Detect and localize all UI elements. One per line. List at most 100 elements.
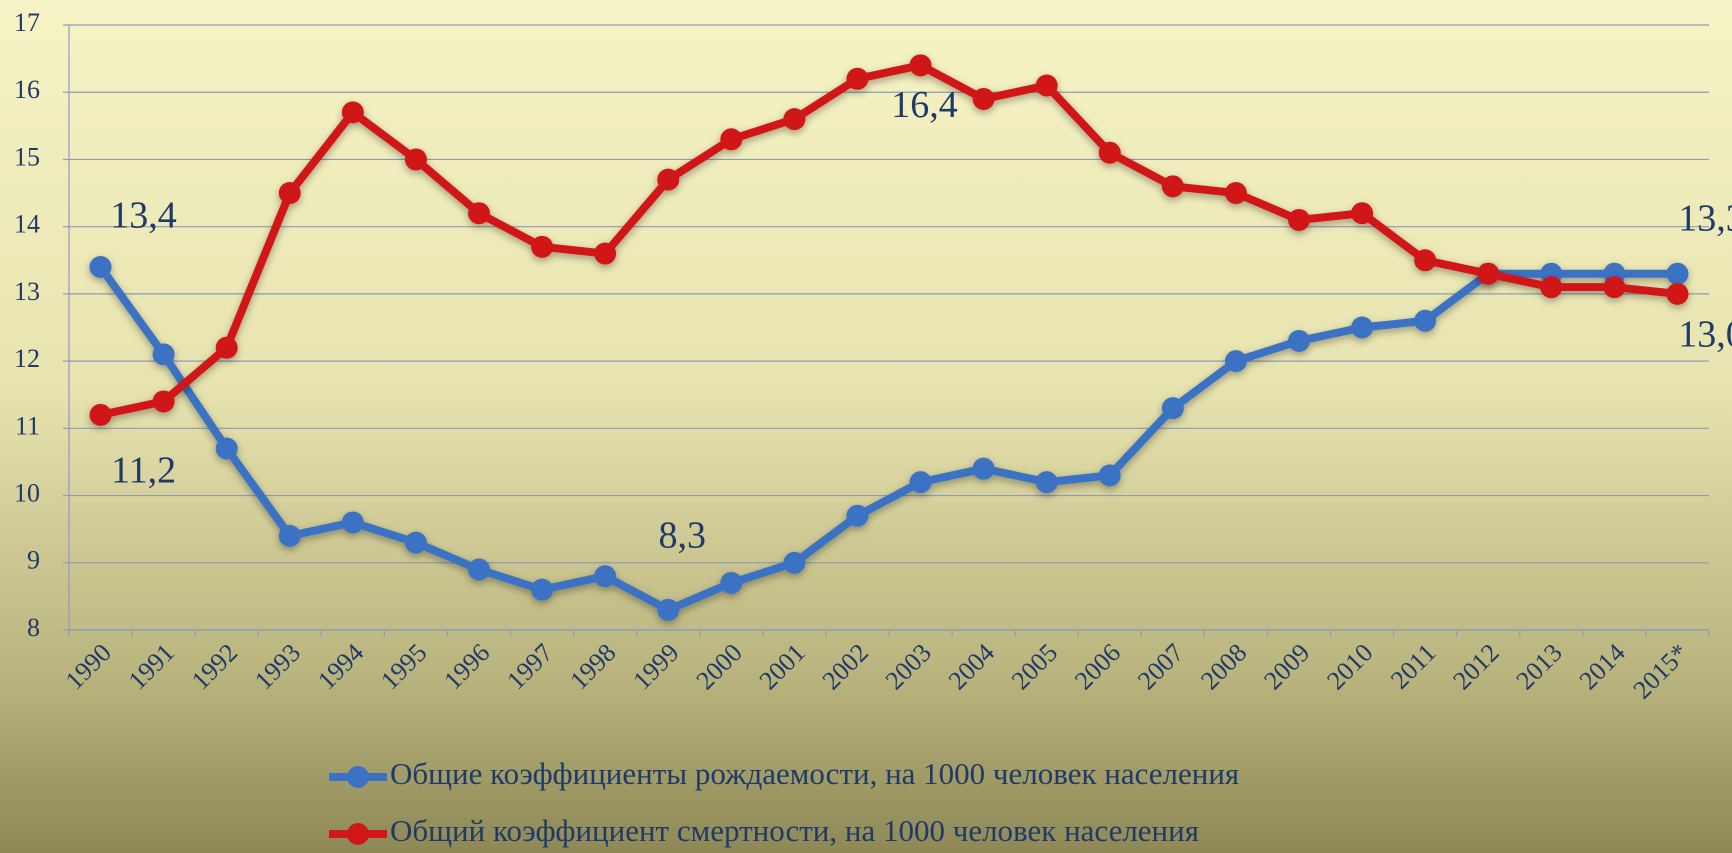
marker	[152, 343, 175, 366]
marker	[89, 403, 112, 426]
marker	[1035, 471, 1058, 494]
x-tick-label: 2013	[1510, 638, 1567, 695]
marker	[531, 235, 554, 258]
y-tick-label: 11	[15, 411, 40, 440]
legend-marker	[347, 823, 369, 845]
x-tick-label: 2002	[817, 638, 874, 695]
marker	[468, 202, 490, 225]
marker	[720, 571, 743, 594]
value-label: 13,0	[1678, 314, 1732, 356]
y-tick-label: 10	[14, 479, 40, 508]
marker	[404, 531, 427, 554]
x-tick-label: 2003	[880, 638, 937, 695]
marker	[1414, 249, 1437, 272]
marker	[1224, 182, 1247, 205]
marker	[278, 182, 301, 205]
series-line	[99, 61, 1678, 419]
marker	[1161, 397, 1184, 420]
x-tick-label: 2000	[690, 638, 747, 695]
series	[89, 256, 1689, 621]
marker	[720, 128, 743, 151]
x-tick-label: 1994	[312, 638, 369, 695]
marker	[1603, 276, 1626, 299]
x-tick-label: 2014	[1574, 638, 1631, 695]
marker	[846, 67, 869, 90]
x-tick-label: 2011	[1385, 638, 1442, 695]
marker	[846, 504, 869, 527]
marker	[278, 524, 301, 547]
marker	[1035, 74, 1058, 97]
marker	[1098, 464, 1121, 487]
marker	[215, 437, 238, 460]
x-tick-label: 2006	[1069, 638, 1126, 695]
marker	[1351, 316, 1374, 339]
marker	[215, 336, 238, 359]
y-tick-label: 14	[14, 210, 40, 239]
marker	[657, 168, 680, 191]
marker	[89, 256, 112, 278]
marker	[972, 87, 995, 110]
value-label: 16,4	[891, 84, 958, 126]
x-tick-label: 1997	[501, 638, 558, 695]
value-label: 11,2	[111, 450, 176, 492]
x-tick-label: 2007	[1132, 638, 1189, 695]
value-label: 13,3	[1678, 197, 1732, 239]
marker	[1288, 208, 1310, 231]
x-tick-label: 1995	[375, 638, 432, 695]
marker	[1666, 262, 1689, 285]
x-tick-label: 1999	[627, 638, 684, 695]
marker	[1414, 309, 1437, 332]
y-tick-label: 16	[14, 75, 40, 104]
x-tick-label: 2010	[1321, 638, 1378, 695]
series-line	[97, 264, 1678, 614]
x-tick-label: 2009	[1258, 638, 1315, 695]
x-tick-label: 2015*	[1627, 638, 1693, 704]
x-tick-label: 1991	[123, 638, 180, 695]
marker	[1224, 350, 1247, 373]
x-tick-label: 1996	[438, 638, 495, 695]
marker	[1288, 329, 1310, 352]
marker	[1477, 262, 1500, 285]
marker	[152, 390, 175, 413]
legend-marker	[347, 766, 369, 788]
marker	[594, 565, 617, 588]
y-tick-label: 17	[14, 8, 40, 37]
y-tick-label: 8	[27, 613, 40, 642]
y-tick-label: 12	[14, 344, 40, 373]
x-tick-label: 2001	[754, 638, 811, 695]
marker	[1098, 141, 1121, 164]
series	[89, 54, 1689, 426]
x-tick-label: 1992	[186, 638, 243, 695]
marker	[341, 101, 364, 124]
marker	[909, 54, 932, 77]
x-tick-label: 2008	[1195, 638, 1252, 695]
marker	[783, 551, 806, 574]
marker	[909, 471, 932, 494]
x-tick-label: 2005	[1006, 638, 1063, 695]
marker	[1351, 202, 1374, 225]
marker	[972, 457, 995, 480]
marker	[1666, 282, 1689, 305]
value-label: 8,3	[658, 515, 706, 557]
x-tick-label: 1990	[60, 638, 117, 695]
y-tick-label: 15	[14, 142, 40, 171]
x-tick-label: 2004	[943, 638, 1000, 695]
marker	[783, 108, 806, 131]
x-tick-label: 1993	[249, 638, 306, 695]
legend-label: Общий коэффициент смертности, на 1000 че…	[390, 813, 1199, 848]
marker	[594, 242, 617, 265]
value-label: 13,4	[110, 195, 177, 237]
marker	[341, 511, 364, 534]
marker	[1161, 175, 1184, 198]
marker	[468, 558, 490, 581]
x-tick-label: 2012	[1447, 638, 1504, 695]
y-tick-label: 9	[27, 546, 40, 575]
x-tick-label: 1998	[564, 638, 621, 695]
legend-label: Общие коэффициенты рождаемости, на 1000 …	[390, 756, 1239, 791]
marker	[657, 598, 680, 621]
y-tick-label: 13	[14, 277, 40, 306]
marker	[1540, 276, 1563, 299]
marker	[531, 578, 554, 601]
marker	[404, 148, 427, 171]
